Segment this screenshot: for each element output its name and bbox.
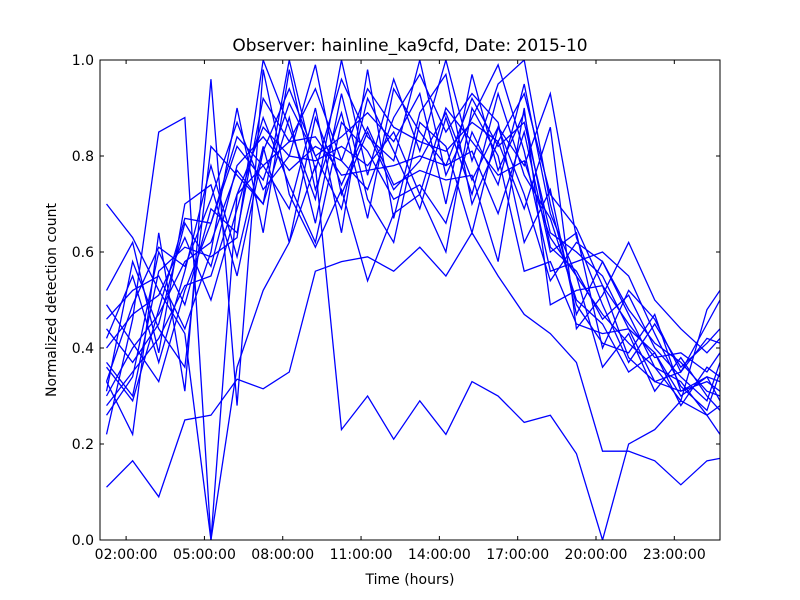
- x-tick-label-1: 02:00:00: [95, 547, 158, 563]
- y-axis-ticks: 0.0 0.2 0.4 0.6 0.8 1.0: [72, 53, 720, 549]
- series-line-7: [105, 107, 720, 402]
- series-line-6: [105, 93, 720, 397]
- chart-title: Observer: hainline_ka9cfd, Date: 2015-10: [232, 36, 587, 56]
- series-line-15: [105, 74, 720, 402]
- x-axis-ticks: 02:00:00 05:00:00 08:00:00 11:00:00 14:00:00…: [95, 60, 706, 563]
- x-tick-label-7: 20:00:00: [565, 547, 628, 563]
- y-tick-label-6: 1.0: [72, 53, 94, 69]
- series-line-12: [105, 60, 720, 412]
- y-tick-label-5: 0.8: [72, 149, 94, 165]
- y-tick-label-1: 0.0: [72, 533, 94, 549]
- y-tick-label-4: 0.6: [72, 245, 94, 261]
- series-line-10: [105, 73, 720, 416]
- series-line-2: [106, 165, 720, 540]
- x-tick-label-3: 08:00:00: [251, 547, 314, 563]
- plot-frame: [99, 59, 721, 541]
- x-axis-title: Time (hours): [365, 572, 455, 588]
- series-line-1: [106, 231, 720, 499]
- series-line-9: [106, 69, 720, 374]
- series-line-14: [106, 60, 720, 398]
- y-tick-label-2: 0.2: [72, 437, 94, 453]
- y-tick-label-3: 0.4: [72, 341, 94, 357]
- series-layer: [105, 60, 720, 540]
- series-line-13: [105, 69, 720, 384]
- series-line-5: [106, 106, 720, 417]
- x-tick-label-8: 23:00:00: [643, 547, 706, 563]
- y-axis-title: Normalized detection count: [44, 203, 60, 397]
- series-line-11: [106, 83, 720, 411]
- series-line-17: [106, 87, 720, 373]
- x-tick-label-6: 17:00:00: [486, 547, 549, 563]
- x-tick-label-5: 14:00:00: [408, 547, 471, 563]
- series-line-16: [105, 64, 720, 382]
- x-tick-label-2: 05:00:00: [173, 547, 236, 563]
- x-tick-label-4: 11:00:00: [330, 547, 393, 563]
